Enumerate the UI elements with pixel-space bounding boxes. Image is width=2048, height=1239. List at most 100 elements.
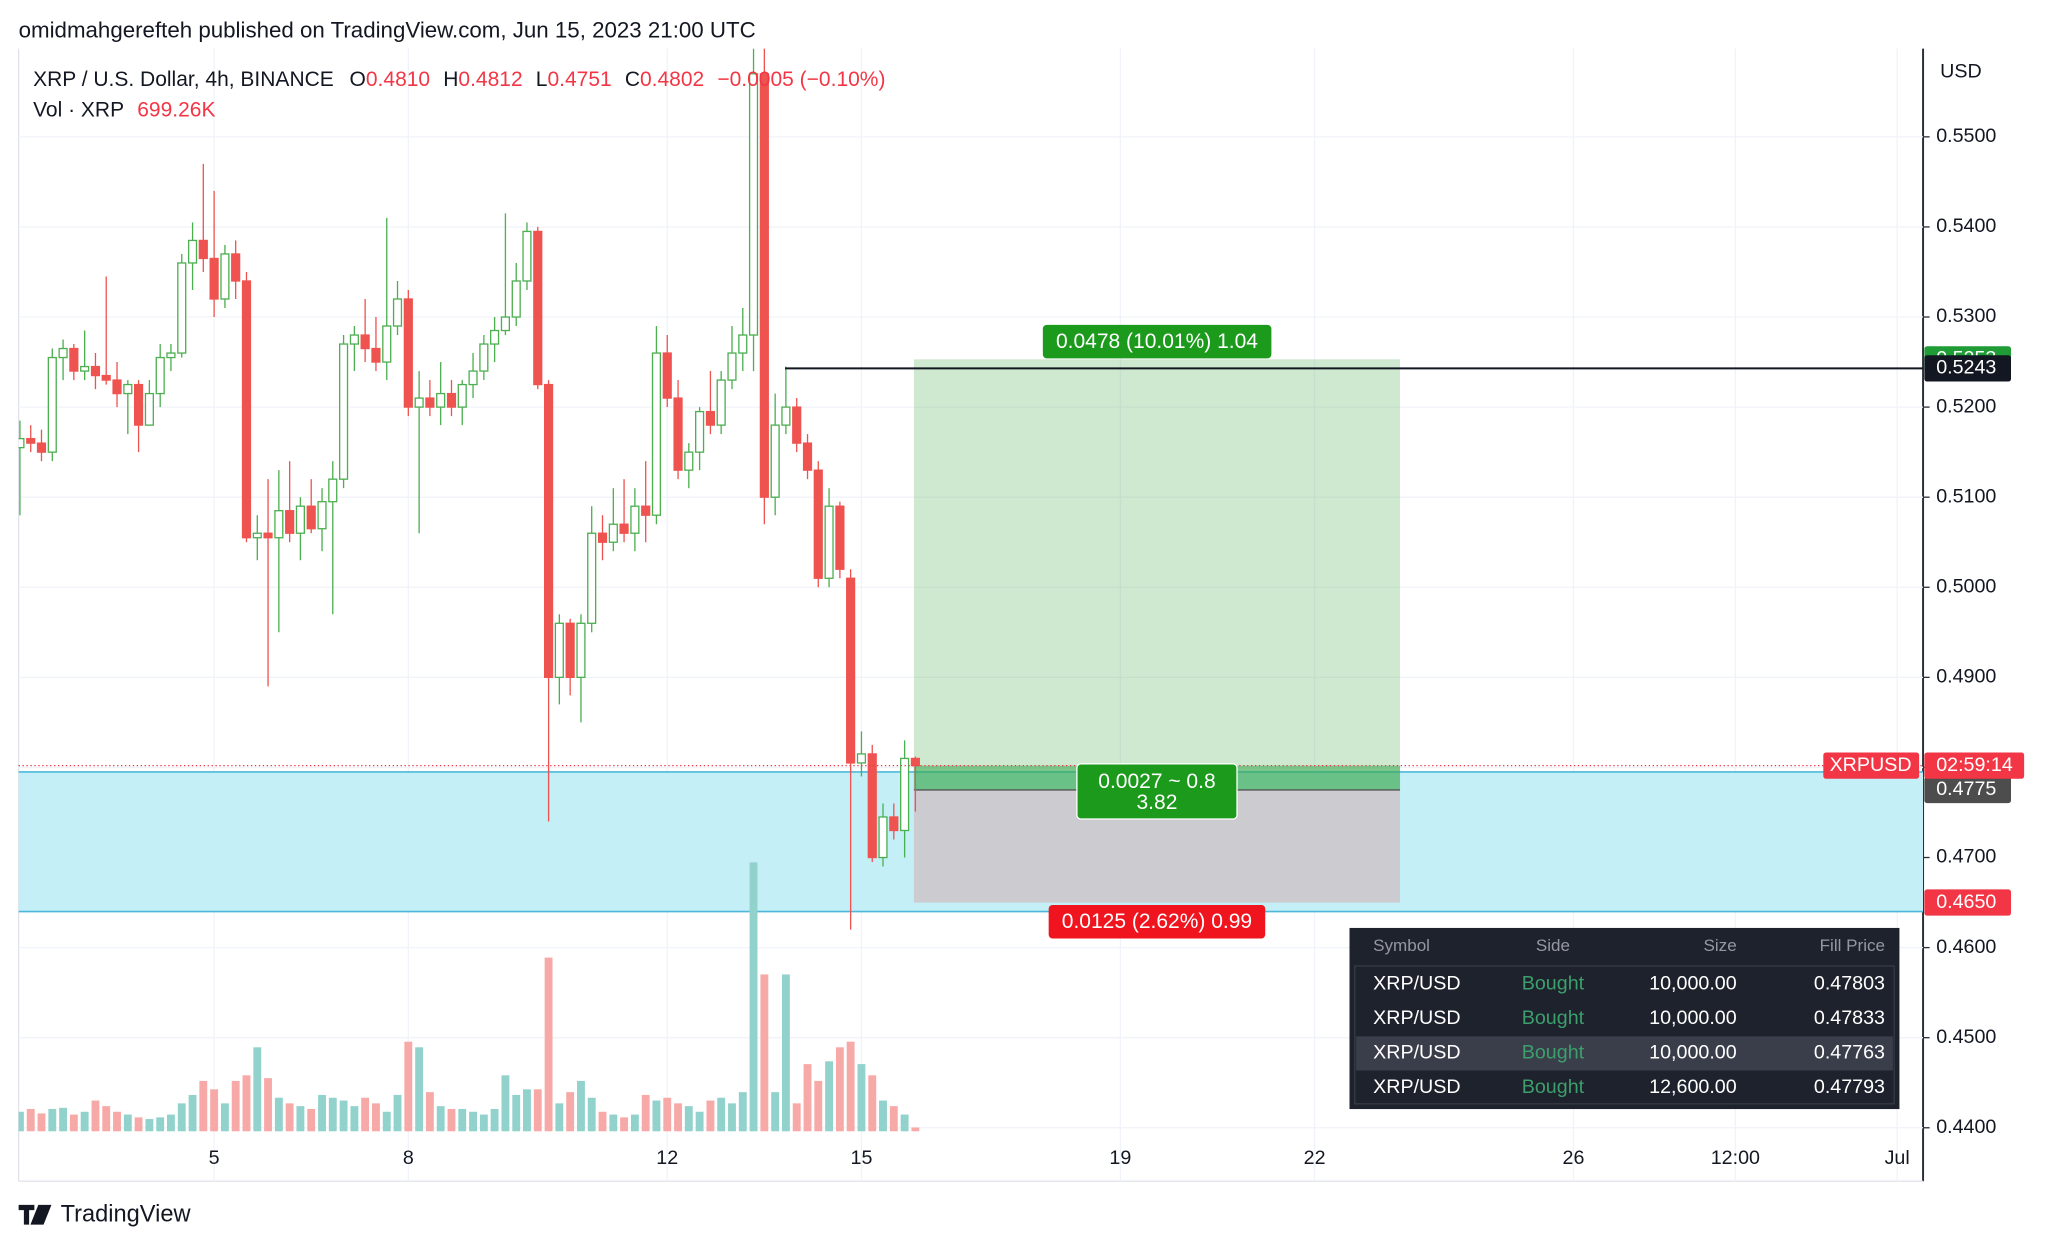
volume-bar: [296, 1106, 305, 1132]
candle-body: [619, 523, 629, 534]
candle-body: [781, 406, 791, 426]
candle-body: [835, 505, 845, 570]
price-axis-label-box: [1924, 355, 2011, 382]
volume-bar: [372, 1103, 380, 1132]
volume-bar: [868, 1075, 877, 1132]
volume-bar: [285, 1103, 294, 1132]
volume-bar: [458, 1108, 467, 1132]
candle-body: [263, 532, 273, 539]
volume-bar: [512, 1094, 521, 1132]
candle-body: [306, 505, 316, 530]
price-axis-label-text: 0.4775: [1936, 778, 1996, 800]
volume-bar: [350, 1106, 359, 1132]
symbol-box: [1823, 752, 1920, 779]
volume-bar: [382, 1111, 391, 1132]
zone-rect: [18, 771, 1924, 912]
candle-body: [490, 329, 500, 345]
x-tick-label: 15: [851, 1147, 873, 1169]
volume-bar: [145, 1119, 154, 1132]
tradingview-logo: [18, 1204, 52, 1225]
candle-body: [727, 352, 737, 381]
y-tick-label: 0.5400: [1936, 215, 1996, 237]
candle-body: [166, 352, 176, 359]
open-label-text: 0.0027 ~ 0.8: [1098, 770, 1215, 793]
candle-body: [522, 230, 532, 282]
y-tick-label: 0.5300: [1936, 305, 1996, 327]
candle-body: [274, 510, 284, 539]
volume-bar: [91, 1100, 100, 1132]
price-axis-label-text: 0.5243: [1936, 357, 1996, 379]
volume-bar: [253, 1047, 262, 1132]
candle-body: [209, 257, 219, 300]
price-axis-label-box: [1924, 889, 2011, 916]
volume-bar: [728, 1103, 736, 1132]
volume-bar: [544, 957, 553, 1132]
volume-bar: [587, 1097, 596, 1132]
candle-body: [360, 334, 370, 350]
candle-body: [252, 532, 262, 539]
volume-bar: [879, 1100, 887, 1132]
candle-body: [26, 437, 36, 444]
volume-bar: [846, 1041, 855, 1132]
table-row-highlight: [1356, 1036, 1893, 1071]
volume-bar: [48, 1108, 57, 1132]
table-cell: 0.47833: [1814, 1007, 1885, 1029]
table-cell: 0.47793: [1814, 1076, 1885, 1098]
price-axis-label: 0.4775: [1924, 776, 2011, 804]
volume-bar: [577, 1080, 585, 1132]
candle-body: [684, 451, 694, 471]
volume-bar: [501, 1075, 510, 1132]
candle-body: [813, 469, 823, 579]
y-tick-label: 0.4900: [1936, 666, 1996, 688]
legend-value: 0.4812: [458, 68, 522, 91]
volume-bar: [738, 1092, 747, 1132]
volume-bar: [102, 1106, 111, 1132]
candle-body: [554, 622, 564, 679]
y-tick-label: 0.5200: [1936, 395, 1996, 417]
candle-body: [738, 334, 748, 354]
candle-body: [543, 383, 554, 679]
candle-body: [630, 505, 640, 534]
volume-bar: [156, 1117, 165, 1132]
candle-body: [792, 406, 802, 444]
volume-bar: [26, 1108, 35, 1132]
table-cell: Bought: [1522, 1007, 1585, 1029]
open-label: 0.0027 ~ 0.83.82: [1076, 763, 1238, 820]
candle-body: [587, 532, 597, 624]
plot-area: [18, 48, 1924, 1132]
volume-bar: [857, 1064, 866, 1132]
table-cell: Bought: [1522, 973, 1585, 995]
volume-bar: [792, 1103, 801, 1132]
countdown-box: [1924, 752, 2025, 779]
volume-bar: [69, 1114, 78, 1132]
open-label-text: 3.82: [1137, 791, 1178, 814]
candle-body: [123, 383, 133, 395]
candle-body: [285, 510, 295, 534]
publisher-header: omidmahgerefteh published on TradingView…: [19, 17, 756, 42]
volume-bar: [771, 1092, 780, 1132]
candle-body: [878, 816, 888, 859]
candle-body: [349, 334, 359, 345]
candle-body: [403, 298, 413, 408]
candle-body: [220, 253, 230, 300]
candle-body: [133, 383, 144, 426]
volume-bar: [469, 1111, 477, 1132]
volume-bar: [479, 1114, 488, 1132]
volume-bar: [80, 1111, 89, 1132]
candle-body: [565, 622, 575, 679]
legend-key: H: [443, 68, 458, 91]
volume-bar: [620, 1117, 629, 1132]
volume-bar: [717, 1097, 726, 1132]
table-body-border: [1354, 965, 1895, 1105]
target-label-text: 0.0478 (10.01%) 1.04: [1056, 330, 1258, 353]
candle-body: [824, 505, 834, 579]
candle-body: [651, 352, 662, 516]
legend-value: 0.4751: [547, 68, 611, 91]
price-axis-label-box: [1924, 776, 2011, 804]
candle-body: [338, 343, 349, 480]
volume-bar: [113, 1111, 121, 1132]
table-header: Size: [1704, 936, 1737, 955]
candle-body: [533, 230, 543, 386]
y-tick-label: 0.4400: [1936, 1116, 1996, 1138]
